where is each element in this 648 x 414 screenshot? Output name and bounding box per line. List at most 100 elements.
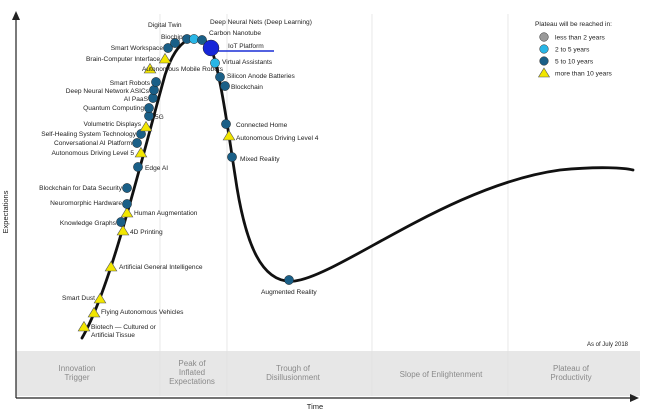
label-biotech-cultured-or-artificial-tissue: Biotech — Cultured or Artificial Tissue [91,324,157,339]
legend-label-2to5: 2 to 5 years [555,46,590,53]
label-autonomous-mobile-robots: Autonomous Mobile Robots [142,66,224,73]
point-brain-computer-interface: Brain-Computer Interface [86,52,172,64]
label-neuromorphic-hardware: Neuromorphic Hardware [50,200,122,207]
marker-edge-ai [133,162,143,172]
y-axis-title: Expectations [1,190,10,233]
label-5g: 5G [155,114,164,121]
marker-iot-platform [202,39,220,57]
marker-flying-autonomous-vehicles [87,306,101,318]
marker-deep-neural-network-asics [149,85,159,95]
marker-biochips [170,38,180,48]
point-iot-platform: IoT Platform [202,39,264,57]
marker-4d-printing [116,224,130,236]
point-carbon-nanotube: Carbon Nanotube [197,30,261,45]
legend-title: Plateau will be reached in: [535,21,612,28]
label-blockchain-for-data-security: Blockchain for Data Security [39,185,123,192]
legend-label-lt2: less than 2 years [555,34,606,41]
marker-conversational-ai-platform [132,138,142,148]
point-volumetric-displays: Volumetric Displays [83,120,153,132]
label-blockchain: Blockchain [231,84,263,91]
label-biochips: Biochips [161,34,187,41]
point-biochips: Biochips [161,34,187,48]
point-silicon-anode-batteries: Silicon Anode Batteries [215,72,296,82]
legend-label-5to10: 5 to 10 years [555,58,594,65]
label-autonomous-driving-level-5: Autonomous Driving Level 5 [52,150,135,157]
legend-marker-5to10 [539,56,549,66]
point-blockchain-for-data-security: Blockchain for Data Security [39,183,132,193]
phase-dividers [159,14,509,396]
label-connected-home: Connected Home [236,122,288,129]
legend-marker-lt2 [539,32,549,42]
phase-labels: Innovation Trigger Peak of Inflated Expectat… [59,359,592,386]
legend-marker-gt10 [537,67,551,78]
as-of-note: As of July 2018 [587,342,629,348]
hype-curve [80,36,635,340]
marker-autonomous-driving-level-4 [222,129,236,141]
marker-artificial-general-intelligence [104,260,118,272]
marker-virtual-assistants [210,58,220,68]
point-connected-home: Connected Home [221,119,288,129]
point-edge-ai: Edge AI [133,162,168,172]
point-flying-autonomous-vehicles: Flying Autonomous Vehicles [87,306,184,318]
label-deep-neural-nets-deep-learning: Deep Neural Nets (Deep Learning) [210,19,312,26]
label-knowledge-graphs: Knowledge Graphs [60,220,117,227]
point-self-healing-system-technology: Self-Healing System Technology [41,129,146,139]
marker-augmented-reality [284,275,294,285]
label-virtual-assistants: Virtual Assistants [222,59,273,66]
point-conversational-ai-platform: Conversational AI Platform [54,138,142,148]
x-axis-arrow [630,394,639,402]
point-virtual-assistants: Virtual Assistants [210,58,273,68]
label-carbon-nanotube: Carbon Nanotube [209,30,261,37]
point-4d-printing: 4D Printing [116,224,163,236]
label-smart-workspace: Smart Workspace [111,45,164,52]
point-smart-dust: Smart Dust [62,292,107,304]
point-human-augmentation: Human Augmentation [120,206,198,218]
point-neuromorphic-hardware: Neuromorphic Hardware [50,199,132,209]
phase-band [16,351,640,396]
marker-smart-robots [151,77,161,87]
phase-label-peak-of-inflated-expectations: Peak of Inflated Expectations [169,359,215,386]
label-smart-robots: Smart Robots [110,80,151,87]
label-deep-neural-network-asics: Deep Neural Network ASICs [66,88,150,95]
x-axis-title: Time [307,402,323,411]
legend-label-gt10: more than 10 years [555,70,613,77]
point-biotech-cultured-or-artificial-tissue: Biotech — Cultured or Artificial Tissue [77,320,157,339]
marker-carbon-nanotube [197,35,207,45]
label-smart-dust: Smart Dust [62,295,95,302]
point-autonomous-mobile-robots: Autonomous Mobile Robots [142,62,224,74]
marker-knowledge-graphs [116,217,126,227]
marker-quantum-computing [144,103,154,113]
point-autonomous-driving-level-4: Autonomous Driving Level 4 [222,129,319,142]
label-volumetric-displays: Volumetric Displays [83,121,141,128]
marker-blockchain-for-data-security [122,183,132,193]
marker-smart-workspace [163,43,173,53]
marker-mixed-reality [227,152,237,162]
point-knowledge-graphs: Knowledge Graphs [60,217,126,227]
phase-label-slope-of-enlightenment: Slope of Enlightenment [400,370,484,379]
point-blockchain: Blockchain [220,81,263,91]
marker-brain-computer-interface [158,52,172,64]
marker-volumetric-displays [139,120,153,132]
point-mixed-reality: Mixed Reality [227,152,280,163]
label-silicon-anode-batteries: Silicon Anode Batteries [227,73,296,80]
marker-neuromorphic-hardware [122,199,132,209]
phase-label-innovation-trigger: Innovation Trigger [59,364,96,382]
marker-biotech-cultured-or-artificial-tissue [77,320,91,332]
label-augmented-reality: Augmented Reality [261,289,317,296]
point-augmented-reality: Augmented Reality [261,275,317,296]
phase-label-plateau-of-productivity: Plateau of Productivity [550,364,591,382]
label-autonomous-driving-level-4: Autonomous Driving Level 4 [236,135,319,142]
point-autonomous-driving-level-5: Autonomous Driving Level 5 [52,146,148,158]
marker-connected-home [221,119,231,129]
y-axis-arrow [12,11,20,20]
point-smart-robots: Smart Robots [110,77,161,87]
label-4d-printing: 4D Printing [130,229,163,236]
marker-deep-neural-nets-deep-learning [189,34,199,44]
label-flying-autonomous-vehicles: Flying Autonomous Vehicles [101,309,184,316]
marker-human-augmentation [120,206,134,218]
label-artificial-general-intelligence: Artificial General Intelligence [119,264,203,271]
legend-marker-2to5 [539,44,549,54]
label-iot-platform: IoT Platform [228,43,264,50]
point-smart-workspace: Smart Workspace [111,43,173,53]
